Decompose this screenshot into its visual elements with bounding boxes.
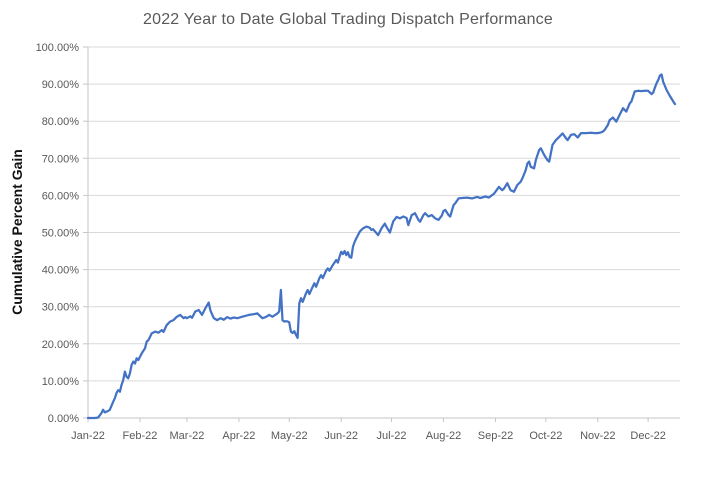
x-tick-label: Jan-22: [71, 430, 105, 442]
x-tick-label: Apr-22: [222, 430, 255, 442]
chart-title: 2022 Year to Date Global Trading Dispatc…: [143, 11, 553, 28]
y-tick-label: 10.00%: [42, 376, 80, 388]
performance-line: [86, 73, 677, 420]
y-tick-label: 60.00%: [42, 190, 80, 202]
y-tick-label: 40.00%: [42, 265, 80, 277]
x-tick-label: Mar-22: [170, 430, 205, 442]
x-tick-label: Jun-22: [324, 430, 358, 442]
y-tick-label: 80.00%: [42, 116, 80, 128]
y-tick-label: 100.00%: [36, 42, 80, 54]
x-tick-label: Sep-22: [478, 430, 513, 442]
x-tick-label: Dec-22: [630, 430, 665, 442]
y-tick-label: 30.00%: [42, 302, 80, 314]
x-tick-label: Nov-22: [580, 430, 615, 442]
x-tick-label: Aug-22: [426, 430, 461, 442]
x-tick-label: May-22: [271, 430, 308, 442]
y-tick-label: 90.00%: [42, 79, 80, 91]
x-tick-label: Jul-22: [377, 430, 407, 442]
y-tick-label: 70.00%: [42, 153, 80, 165]
y-tick-label: 20.00%: [42, 339, 80, 351]
x-tick-label: Feb-22: [123, 430, 158, 442]
y-tick-label: 50.00%: [42, 228, 80, 240]
x-tick-label: Oct-22: [529, 430, 562, 442]
y-tick-label: 0.00%: [48, 413, 79, 425]
